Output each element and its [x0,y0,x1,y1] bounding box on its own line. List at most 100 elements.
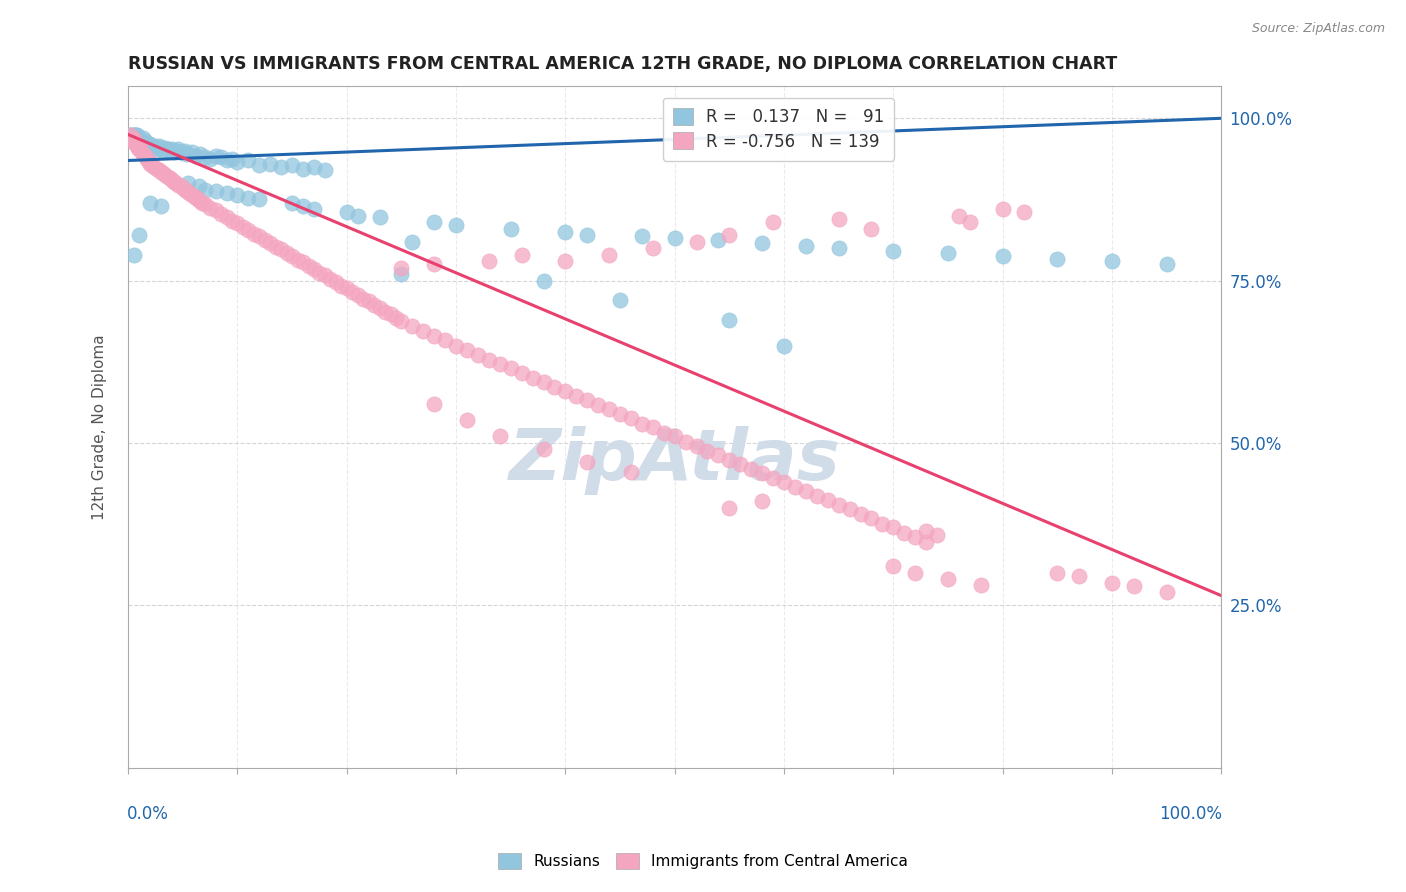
Point [129,138,152,153]
Point [270,243,292,257]
Point [276,246,298,260]
Point [363,298,385,312]
Point [685,235,707,249]
Point [773,338,796,352]
Point [169,179,191,194]
Point [959,215,981,229]
Point [773,475,796,489]
Point [794,238,817,252]
Point [149,140,172,154]
Point [342,285,364,300]
Point [264,240,287,254]
Text: 100.0%: 100.0% [1160,805,1222,823]
Point [187,193,209,207]
Point [794,484,817,499]
Point [159,144,181,158]
Point [221,152,243,166]
Point [915,524,938,538]
Point [751,466,773,480]
Point [297,260,319,274]
Point [423,328,446,343]
Point [302,262,325,277]
Point [215,210,238,224]
Point [1156,585,1178,599]
Legend: R =   0.137   N =   91, R = -0.756   N = 139: R = 0.137 N = 91, R = -0.756 N = 139 [662,97,894,161]
Point [122,128,145,142]
Point [401,235,423,249]
Point [194,150,217,164]
Point [292,199,315,213]
Point [132,147,155,161]
Point [129,144,152,158]
Point [148,163,170,178]
Point [129,134,152,148]
Point [543,380,565,394]
Text: 0.0%: 0.0% [127,805,169,823]
Point [456,413,478,427]
Point [401,319,423,334]
Point [155,169,177,183]
Point [1122,579,1144,593]
Point [287,252,309,267]
Point [598,247,620,261]
Point [122,247,145,261]
Point [174,144,197,158]
Point [991,249,1014,263]
Point [849,508,872,522]
Point [221,214,243,228]
Point [346,209,368,223]
Point [131,145,153,159]
Point [1156,257,1178,271]
Point [718,453,741,467]
Point [391,314,413,328]
Point [188,179,211,194]
Point [609,293,631,307]
Point [152,166,174,180]
Point [391,267,413,281]
Point [872,516,894,531]
Point [718,500,741,515]
Point [204,203,226,218]
Point [125,137,148,152]
Point [488,429,510,443]
Point [444,338,467,352]
Point [718,228,741,243]
Point [204,149,226,163]
Point [499,221,522,235]
Point [434,334,457,348]
Point [149,164,172,178]
Point [148,138,170,153]
Point [135,150,157,164]
Point [156,143,179,157]
Point [180,188,202,202]
Point [664,231,686,245]
Point [152,144,174,158]
Point [139,195,162,210]
Point [685,439,707,453]
Point [232,220,254,235]
Point [893,525,915,540]
Point [281,249,304,263]
Point [176,147,198,161]
Point [132,130,155,145]
Point [374,305,396,319]
Point [124,128,146,142]
Point [174,183,197,197]
Point [134,149,156,163]
Point [522,371,544,385]
Point [904,529,927,543]
Point [586,398,609,412]
Point [827,241,849,255]
Point [125,128,148,142]
Point [120,130,142,145]
Point [533,375,555,389]
Point [882,520,904,534]
Point [136,153,159,168]
Point [1014,205,1036,219]
Point [696,443,718,458]
Point [128,143,150,157]
Point [576,393,599,408]
Point [125,128,148,142]
Point [120,128,142,142]
Point [336,205,359,219]
